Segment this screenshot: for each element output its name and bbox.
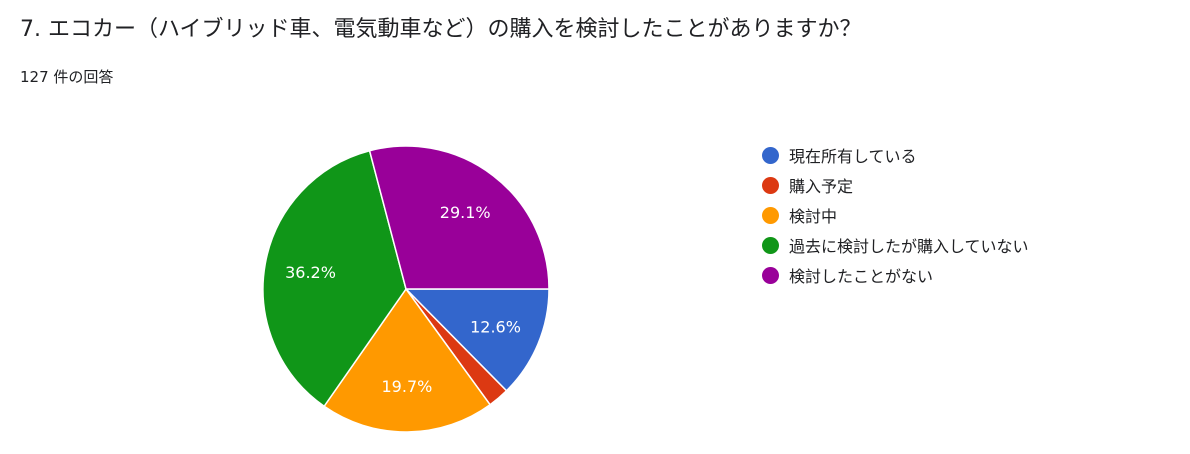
legend-label: 現在所有している [789,147,917,166]
pie-slice-1[interactable] [404,288,550,392]
slice-label-5: 29.1% [440,203,491,222]
legend-item-5[interactable]: 検討したことがない [762,260,1029,290]
slice-label-1: 12.6% [470,317,521,336]
legend-item-4[interactable]: 過去に検討したが購入していない [762,230,1029,260]
legend-label: 購入予定 [789,177,854,196]
response-count: 127 件の回答 [20,68,114,86]
pie-slice-4[interactable] [262,149,407,408]
slice-label-3: 19.7% [382,377,433,396]
legend-item-2[interactable]: 購入予定 [762,170,1029,200]
question-title: 7. エコカー（ハイブリッド車、電気動車など）の購入を検討したことがありますか？ [20,17,862,42]
slice-label-4: 36.2% [285,263,336,282]
legend-label: 検討したことがない [789,267,934,286]
pie-slice-5[interactable] [368,145,550,290]
legend-swatch-icon [762,176,779,194]
legend-swatch-icon [762,206,779,224]
legend-label: 検討中 [789,207,838,226]
legend-swatch-icon [762,146,779,164]
legend-label: 過去に検討したが購入していない [789,237,1029,256]
legend-swatch-icon [762,266,779,284]
legend-item-1[interactable]: 現在所有している [762,140,1029,170]
chart-legend: 現在所有している 購入予定検討中過去に検討したが購入していない 検討したことがない [762,140,1029,290]
legend-item-3[interactable]: 検討中 [762,200,1029,230]
legend-swatch-icon [762,236,779,254]
pie-slice-3[interactable] [323,287,492,433]
